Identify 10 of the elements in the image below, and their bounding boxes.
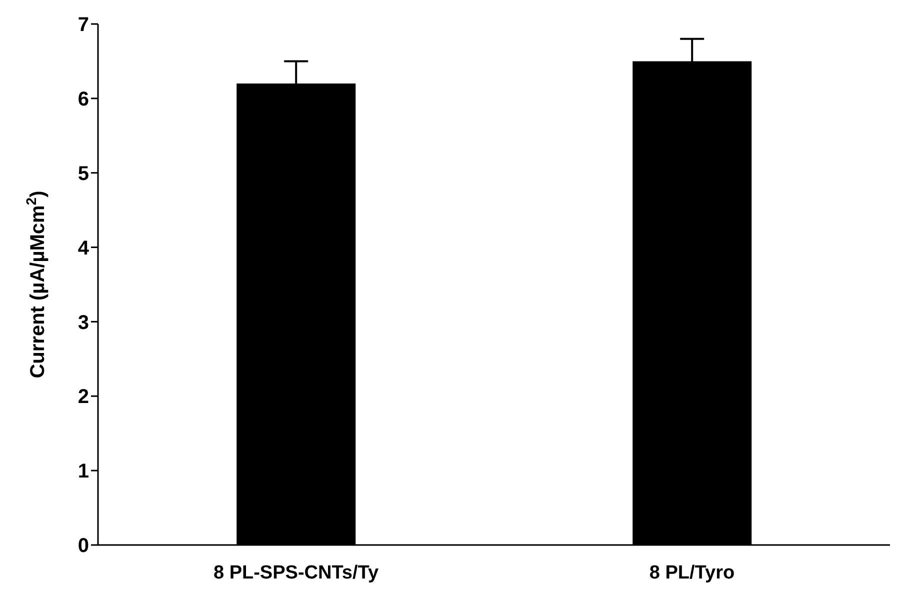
y-tick-label: 3: [78, 312, 89, 334]
y-tick-label: 4: [78, 237, 90, 260]
x-tick-label: 8 PL-SPS-CNTs/Ty: [213, 562, 379, 584]
y-tick-label: 2: [78, 386, 89, 408]
x-tick-label: 8 PL/Tyro: [649, 562, 735, 584]
y-tick-label: 6: [78, 88, 89, 111]
y-tick-label: 5: [78, 162, 89, 185]
y-tick-label: 0: [78, 535, 89, 558]
y-tick-label: 1: [78, 460, 89, 483]
y-tick-label: 7: [78, 14, 89, 36]
